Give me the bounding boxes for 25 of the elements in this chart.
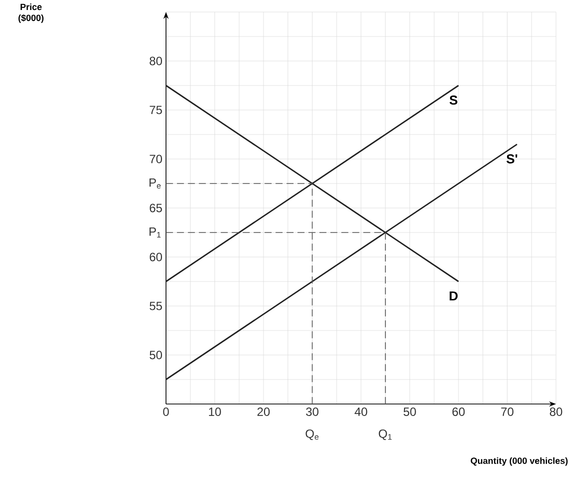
y-tick-label: 50 bbox=[150, 350, 162, 360]
x-tick-label: 20 bbox=[257, 408, 270, 416]
x-tick-label: 50 bbox=[404, 408, 416, 416]
annotation: P$_{e}$ bbox=[150, 178, 161, 189]
y-tick-label: 75 bbox=[150, 106, 162, 114]
x-tick-label: 80 bbox=[550, 408, 562, 416]
series-label: S bbox=[450, 95, 458, 105]
x-tick-label: 70 bbox=[501, 408, 514, 416]
x-axis-title: Quantity (000 vehicles) bbox=[470, 457, 568, 466]
x-tick-label: 10 bbox=[209, 408, 221, 416]
y-tick-label: 80 bbox=[150, 56, 162, 66]
annotation: Q$_{1}$ bbox=[378, 429, 392, 440]
series-label: D bbox=[450, 292, 458, 300]
text: Price ($000) bbox=[18, 4, 44, 23]
x-tick-label: 0 bbox=[163, 408, 169, 416]
x-tick-label: 60 bbox=[452, 408, 465, 416]
x-tick-label: 30 bbox=[306, 408, 318, 416]
y-tick-label: 70 bbox=[150, 154, 162, 164]
y-tick-label: 55 bbox=[150, 302, 162, 310]
y-tick-label: 65 bbox=[150, 204, 162, 212]
y-tick-label: 60 bbox=[150, 252, 162, 262]
annotation: Q$_{e}$ bbox=[306, 429, 319, 440]
x-tick-label: 40 bbox=[354, 408, 368, 416]
series-label: S' bbox=[506, 154, 518, 164]
annotation: P$_{1}$ bbox=[150, 227, 161, 238]
